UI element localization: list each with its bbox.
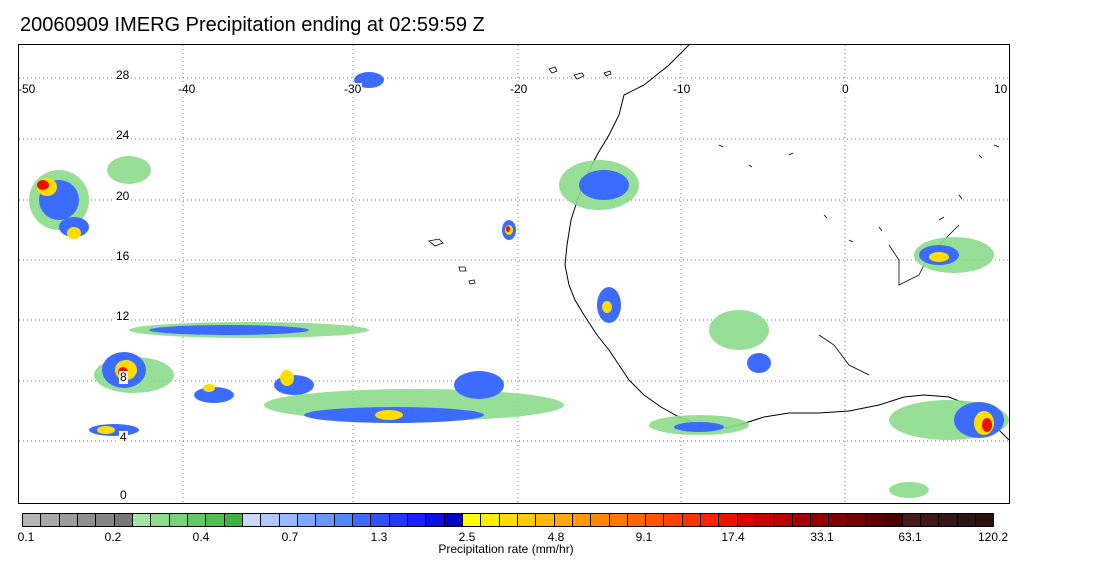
colorbar-swatch: [96, 514, 115, 526]
colorbar-swatch: [756, 514, 775, 526]
colorbar-swatch: [334, 514, 353, 526]
precipitation-map: -50 -40 -30 -20 -10 0 10 28 24 20 16 12 …: [18, 44, 1010, 504]
colorbar-swatch: [719, 514, 738, 526]
colorbar-swatch: [554, 514, 573, 526]
colorbar-swatch: [792, 514, 812, 526]
colorbar-swatch: [921, 514, 940, 526]
lat-label: 12: [115, 309, 131, 323]
colorbar-swatch: [206, 514, 225, 526]
colorbar-swatch: [187, 514, 207, 526]
colorbar-swatch: [481, 514, 500, 526]
lon-label: 0: [841, 82, 850, 96]
colorbar: [22, 513, 994, 527]
colorbar-tick: 9.1: [635, 530, 653, 544]
islands: [428, 66, 1000, 376]
precip-blue: [39, 72, 1004, 438]
colorbar-swatch: [499, 514, 518, 526]
colorbar-swatch: [132, 514, 152, 526]
lat-label: 0: [119, 488, 128, 502]
lon-label: -50: [18, 82, 37, 96]
colorbar-swatch: [664, 514, 683, 526]
colorbar-swatch: [242, 514, 262, 526]
coastline: [564, 45, 1009, 441]
colorbar-tick: 17.4: [721, 530, 745, 544]
lat-label: 28: [115, 68, 131, 82]
colorbar-tick: 0.7: [281, 530, 299, 544]
colorbar-tick: 0.4: [192, 530, 210, 544]
precip-yellow: [37, 178, 994, 435]
lon-label: -10: [672, 82, 692, 96]
colorbar-swatch: [701, 514, 720, 526]
colorbar-swatch: [151, 514, 170, 526]
colorbar-tick: 1.3: [370, 530, 388, 544]
lat-label: 8: [119, 370, 128, 384]
colorbar-swatch: [371, 514, 390, 526]
colorbar-swatch: [866, 514, 885, 526]
colorbar-swatch: [976, 514, 994, 526]
colorbar-swatch: [462, 514, 482, 526]
colorbar-swatch: [261, 514, 280, 526]
lat-label: 20: [115, 189, 131, 203]
colorbar-swatch: [23, 514, 42, 526]
colorbar-swatch: [591, 514, 610, 526]
map-title: 20060909 IMERG Precipitation ending at 0…: [20, 14, 485, 36]
colorbar-swatch: [627, 514, 647, 526]
colorbar-swatch: [77, 514, 97, 526]
colorbar-swatch: [609, 514, 628, 526]
colorbar-swatch: [774, 514, 793, 526]
colorbar-swatch: [279, 514, 298, 526]
lon-label: -20: [509, 82, 529, 96]
colorbar-swatch: [59, 514, 78, 526]
colorbar-swatch: [114, 514, 133, 526]
colorbar-swatch: [352, 514, 372, 526]
lon-label: -40: [177, 82, 197, 96]
colorbar-title: Precipitation rate (mm/hr): [438, 542, 574, 556]
colorbar-swatch: [939, 514, 958, 526]
colorbar-swatch: [444, 514, 463, 526]
map-canvas: [19, 45, 1009, 503]
colorbar-tick: 33.1: [810, 530, 834, 544]
colorbar-swatch: [297, 514, 317, 526]
colorbar-swatch: [957, 514, 977, 526]
colorbar-swatch: [426, 514, 445, 526]
colorbar-tick: 63.1: [898, 530, 922, 544]
colorbar-swatch: [902, 514, 922, 526]
colorbar-swatch: [829, 514, 848, 526]
colorbar-tick: 2.5: [458, 530, 476, 544]
colorbar-swatch: [169, 514, 188, 526]
colorbar-tick: 0.1: [17, 530, 35, 544]
gridlines: [19, 45, 1009, 503]
colorbar-swatch: [847, 514, 867, 526]
colorbar-swatch: [316, 514, 335, 526]
lon-label: 10: [993, 82, 1009, 96]
colorbar-tick: 4.8: [547, 530, 565, 544]
lon-label: -30: [343, 82, 363, 96]
colorbar-swatch: [682, 514, 702, 526]
colorbar-swatch: [41, 514, 60, 526]
colorbar-swatch: [737, 514, 757, 526]
colorbar-swatch: [646, 514, 665, 526]
colorbar-tick: 120.2: [977, 530, 1009, 544]
lat-label: 4: [119, 430, 128, 444]
colorbar-swatch: [572, 514, 592, 526]
colorbar-swatch: [517, 514, 537, 526]
colorbar-tick: 0.2: [104, 530, 122, 544]
colorbar-swatch: [536, 514, 555, 526]
colorbar-swatch: [389, 514, 408, 526]
lat-label: 24: [115, 128, 131, 142]
lat-label: 16: [115, 249, 131, 263]
colorbar-swatch: [407, 514, 427, 526]
colorbar-swatch: [884, 514, 903, 526]
colorbar-swatch: [811, 514, 830, 526]
colorbar-swatch: [224, 514, 243, 526]
